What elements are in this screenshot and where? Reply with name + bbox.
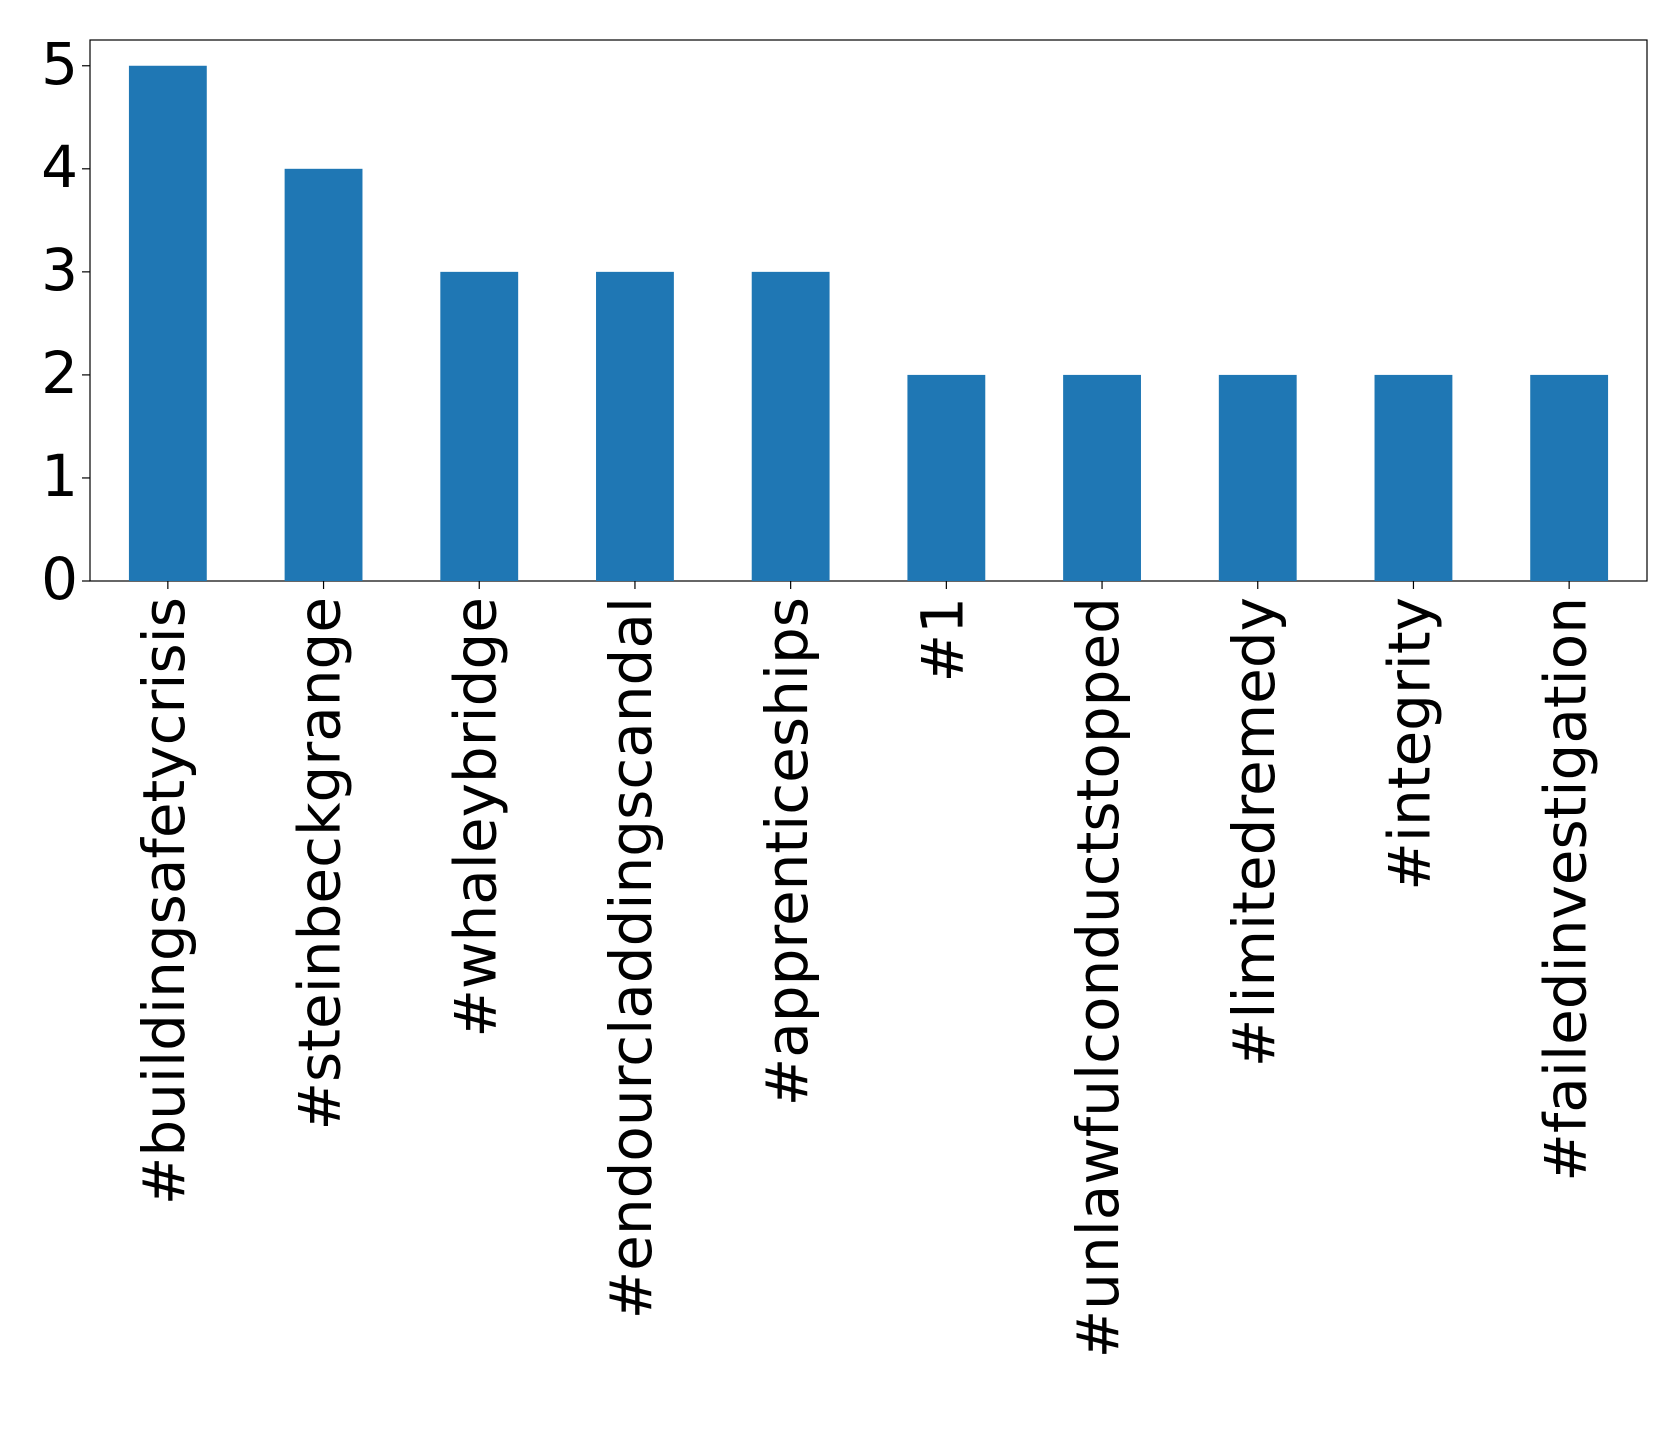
y-tick-label: 2 [41,339,78,407]
y-tick-label: 0 [41,545,78,613]
x-tick-label: #endourcladdingscandal [597,597,665,1319]
bar [596,271,674,581]
bar [128,65,207,581]
bar [751,271,830,581]
x-tick-label: #failedinvestigation [1531,597,1599,1182]
bar [440,271,519,581]
y-tick-label: 5 [41,30,78,98]
x-tick-label: #1 [908,597,976,683]
x-tick-label: #unlawfulconductstopped [1064,597,1132,1358]
x-tick-label: #steinbeckgrange [286,597,354,1131]
x-tick-label: #buildingsafetycrisis [130,597,198,1205]
axes-frame [89,39,1648,582]
bar [1218,374,1297,581]
x-tick-label: #integrity [1376,597,1444,891]
x-tick-label: #whaleybridge [441,597,509,1038]
y-tick-label: 4 [41,133,78,201]
x-tick-label: #limitedremedy [1220,597,1288,1067]
bar [1063,374,1141,581]
y-tick-label: 1 [41,442,78,510]
bar [907,374,986,581]
bar [1530,374,1609,581]
x-tick-label: #apprenticeships [753,597,821,1106]
bar [1374,374,1453,581]
y-tick-label: 3 [41,236,78,304]
bar [284,168,363,582]
